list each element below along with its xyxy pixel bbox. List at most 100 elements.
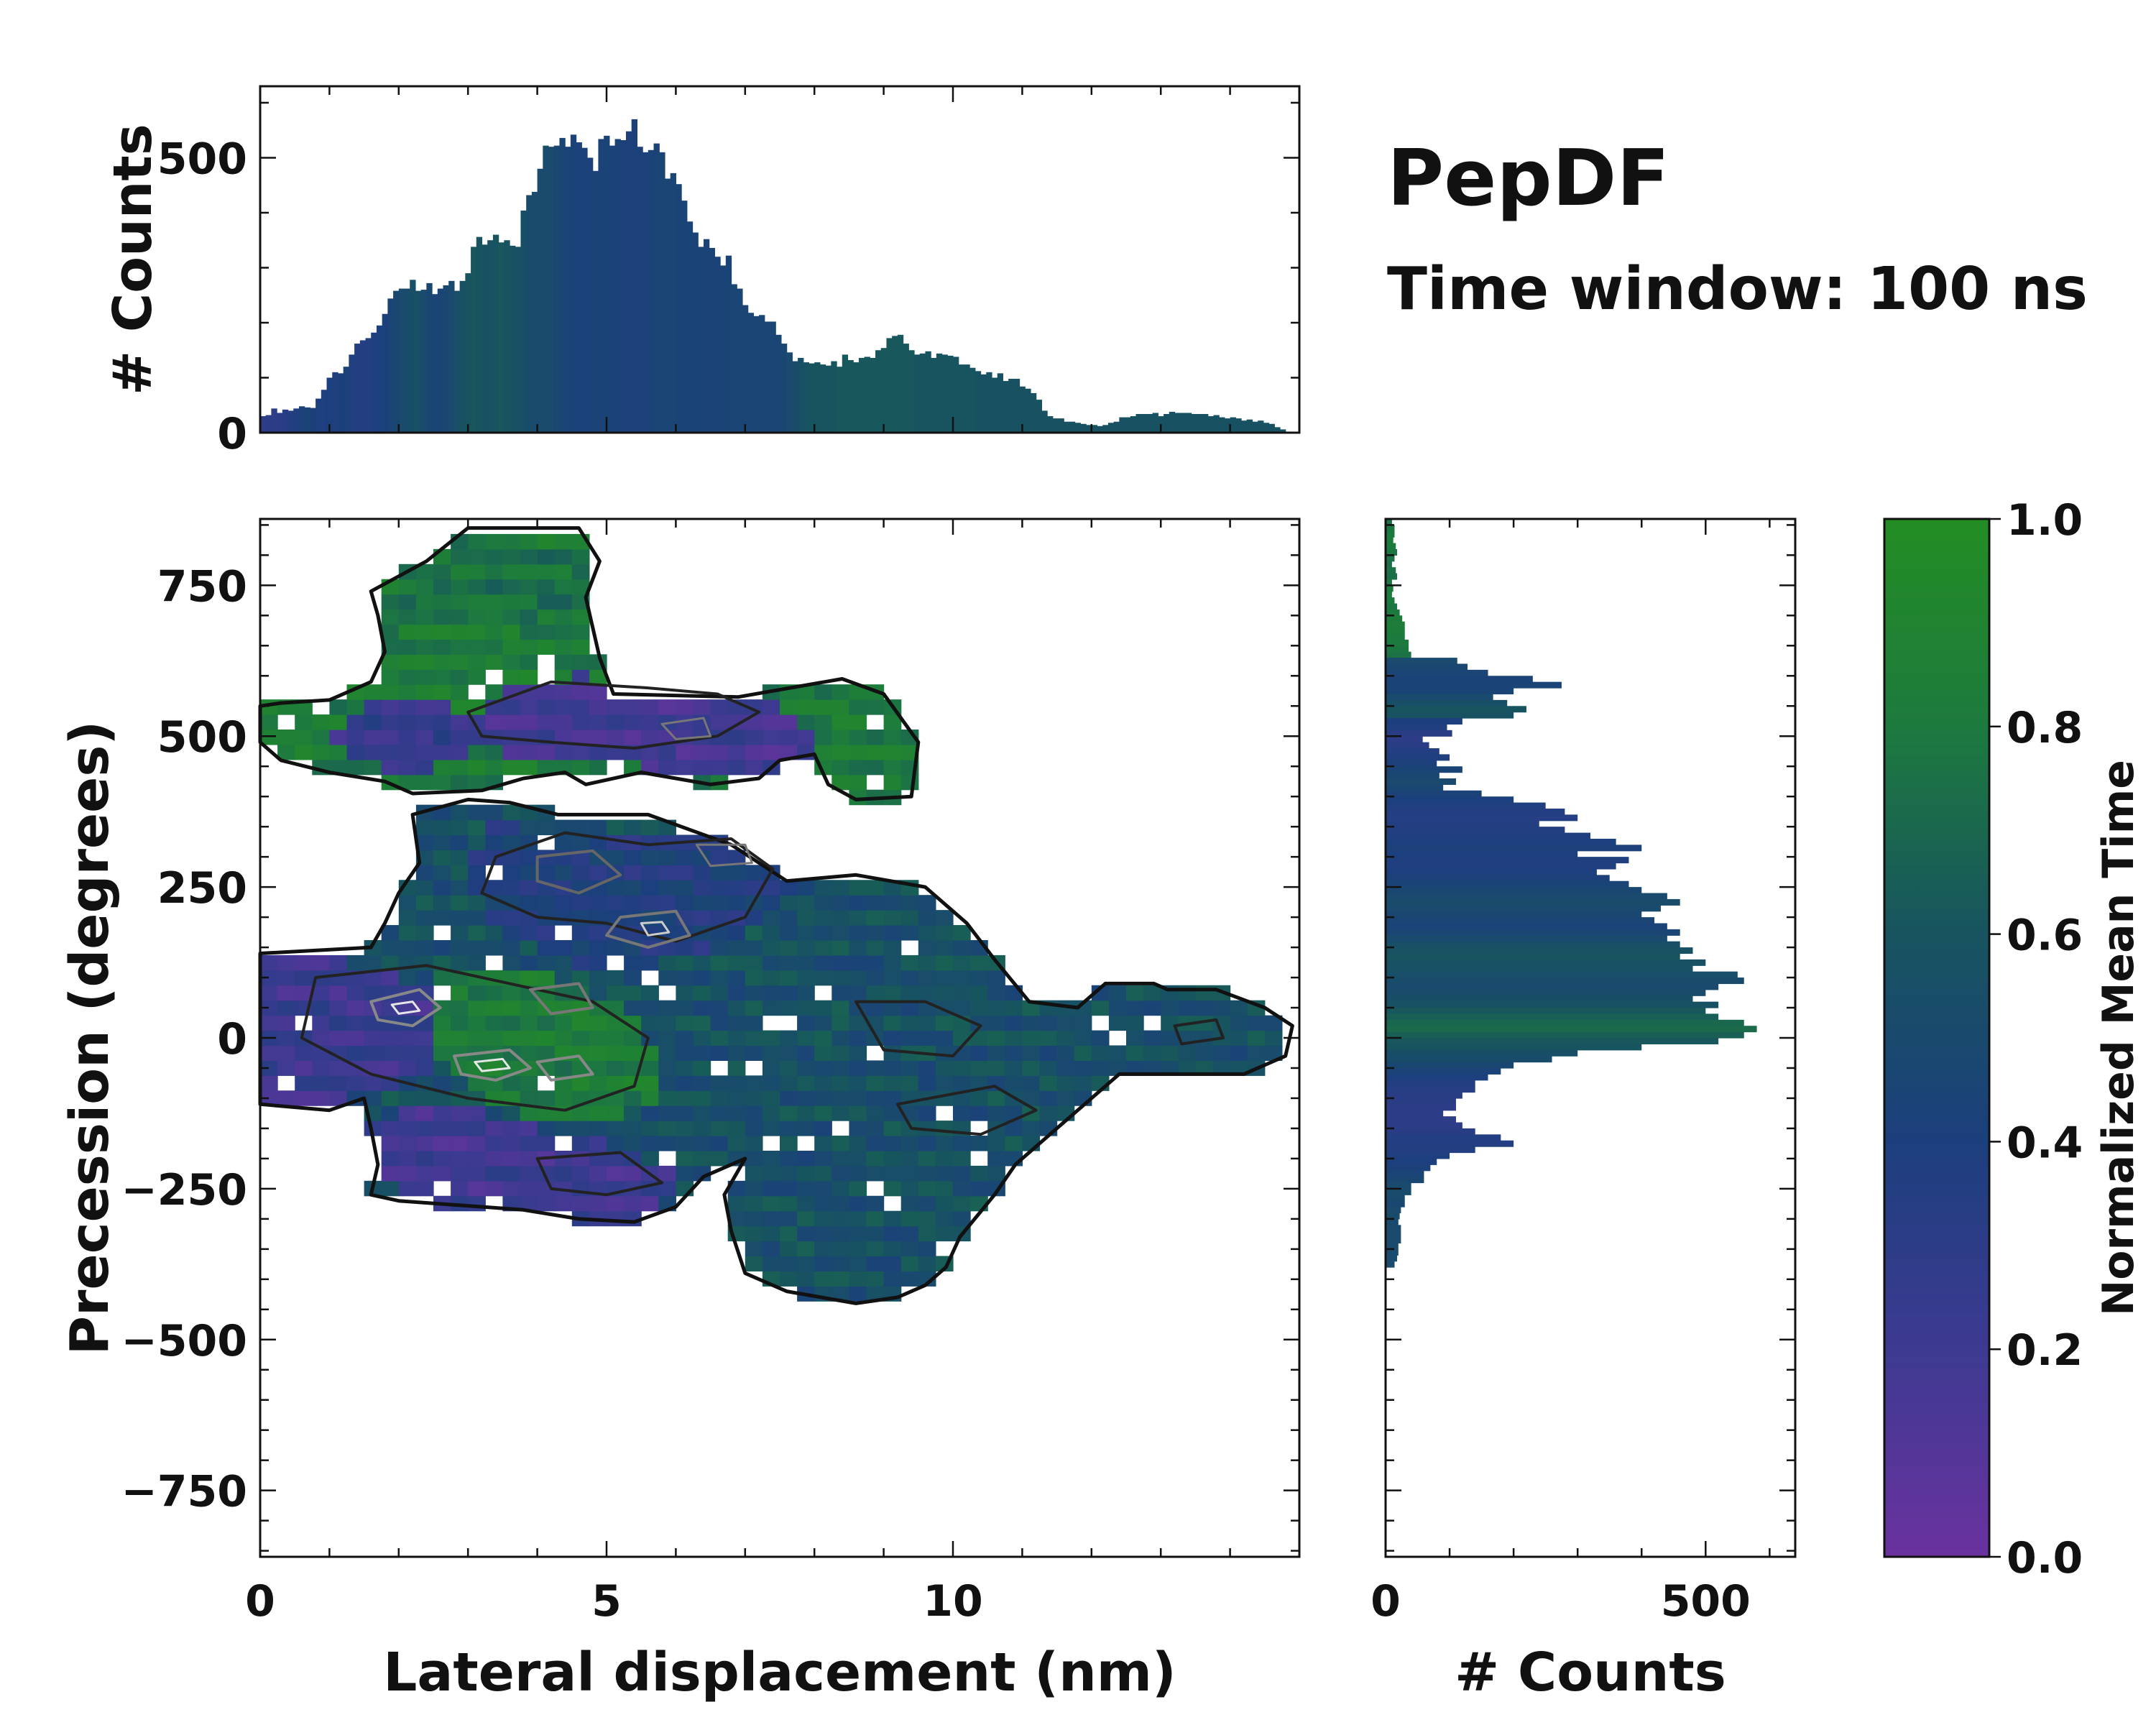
top-hist-bar xyxy=(404,288,410,433)
top-hist-bar xyxy=(975,371,982,433)
heatmap-cell xyxy=(745,1045,763,1061)
heatmap-cell xyxy=(676,1121,694,1136)
heatmap-cell xyxy=(831,1015,849,1031)
heatmap-cell xyxy=(607,1030,625,1046)
heatmap-cell xyxy=(346,759,365,776)
top-hist-bar xyxy=(1086,425,1092,433)
heatmap-cell xyxy=(381,1136,400,1151)
heatmap-cell xyxy=(797,925,815,941)
heatmap-cell xyxy=(883,939,902,956)
heatmap-cell xyxy=(537,954,556,971)
right-hist-bar xyxy=(1386,995,1693,1003)
top-hist-bar xyxy=(1058,418,1064,433)
heatmap-cell xyxy=(1022,1060,1041,1076)
heatmap-cell xyxy=(364,699,382,715)
heatmap-cell xyxy=(900,729,919,745)
heatmap-cell xyxy=(312,1075,330,1091)
heatmap-cell xyxy=(710,714,729,730)
heatmap-cell xyxy=(762,729,780,745)
right-hist-bar xyxy=(1386,1019,1744,1026)
heatmap-cell xyxy=(346,985,365,1001)
colorbar-tick-label: 0.6 xyxy=(2007,911,2083,961)
heatmap-cell xyxy=(953,985,971,1001)
heatmap-cell xyxy=(468,533,486,550)
heatmap-cell xyxy=(571,834,590,851)
top-hist-bar xyxy=(1258,420,1264,433)
heatmap-cell xyxy=(814,1195,832,1212)
heatmap-cell xyxy=(1022,1030,1041,1046)
heatmap-cell xyxy=(883,744,902,760)
heatmap-cell xyxy=(502,1150,521,1167)
top-hist-bar xyxy=(437,288,444,433)
top-hist-bar xyxy=(808,363,815,433)
heatmap-cell xyxy=(866,1075,885,1091)
heatmap-cell xyxy=(1074,1000,1092,1016)
right-hist-bar xyxy=(1386,1086,1475,1093)
heatmap-cell xyxy=(624,1165,642,1182)
heatmap-cell xyxy=(554,1165,573,1182)
top-hist-bar xyxy=(592,170,599,433)
heatmap-cell xyxy=(398,639,417,655)
right-hist-bar xyxy=(1386,1213,1400,1220)
heatmap-cell xyxy=(554,759,573,776)
heatmap-cell xyxy=(312,1015,330,1031)
top-hist-bar xyxy=(886,338,893,433)
heatmap-cell xyxy=(935,1150,954,1167)
heatmap-cell xyxy=(537,1060,556,1076)
top-hist-bar xyxy=(581,147,588,433)
heatmap-cell xyxy=(433,729,451,745)
heatmap-cell xyxy=(745,954,763,971)
heatmap-cell xyxy=(1230,1015,1248,1031)
right-hist-bar xyxy=(1386,935,1667,942)
heatmap-cell xyxy=(727,1105,746,1121)
heatmap-cell xyxy=(502,1030,521,1046)
heatmap-cell xyxy=(745,1225,763,1242)
heatmap-cell xyxy=(849,1225,867,1242)
right-hist-bar xyxy=(1386,1031,1744,1039)
heatmap-cell xyxy=(849,1210,867,1227)
heatmap-cell xyxy=(468,624,486,640)
heatmap-cell xyxy=(589,1165,607,1182)
heatmap-cell xyxy=(468,609,486,625)
heatmap-cell xyxy=(900,1075,919,1091)
heatmap-cell xyxy=(1264,1045,1283,1061)
heatmap-cell xyxy=(537,939,556,956)
heatmap-cell xyxy=(797,1241,815,1257)
heatmap-cell xyxy=(866,1136,885,1151)
top-hist-bar xyxy=(1191,413,1197,433)
right-hist-xlabel: # Counts xyxy=(1455,1642,1726,1703)
heatmap-cell xyxy=(1022,1045,1041,1061)
heatmap-cell xyxy=(537,684,556,700)
heatmap-cell xyxy=(883,1105,902,1121)
top-hist-bar xyxy=(1252,421,1258,433)
heatmap-cell xyxy=(415,1060,434,1076)
heatmap-cell xyxy=(485,1060,503,1076)
right-hist-bar xyxy=(1386,681,1562,689)
top-hist-bar xyxy=(293,408,300,433)
heatmap-cell xyxy=(693,954,711,971)
heatmap-cell xyxy=(485,714,503,730)
heatmap-cell xyxy=(433,594,451,610)
heatmap-cell xyxy=(520,714,538,730)
heatmap-cell xyxy=(537,624,556,640)
heatmap-cell xyxy=(745,925,763,941)
heatmap-cell xyxy=(900,954,919,971)
heatmap-cell xyxy=(727,970,746,986)
heatmap-cell xyxy=(398,759,417,776)
heatmap-cell xyxy=(935,1180,954,1197)
top-hist-bar xyxy=(642,152,649,433)
heatmap-cell xyxy=(745,1121,763,1136)
right-hist-bar xyxy=(1386,1067,1501,1075)
top-hist-frame xyxy=(259,85,1301,434)
top-hist-bar xyxy=(443,285,449,433)
contour-line-inner xyxy=(480,831,775,943)
heatmap-cell xyxy=(485,624,503,640)
heatmap-cell xyxy=(468,1165,486,1182)
heatmap-cell xyxy=(433,834,451,851)
heatmap-cell xyxy=(277,744,295,760)
heatmap-cell xyxy=(710,1075,729,1091)
heatmap-cell xyxy=(814,1225,832,1242)
heatmap-cell xyxy=(364,714,382,730)
heatmap-cell xyxy=(953,1180,971,1197)
heatmap-cell xyxy=(953,1075,971,1091)
